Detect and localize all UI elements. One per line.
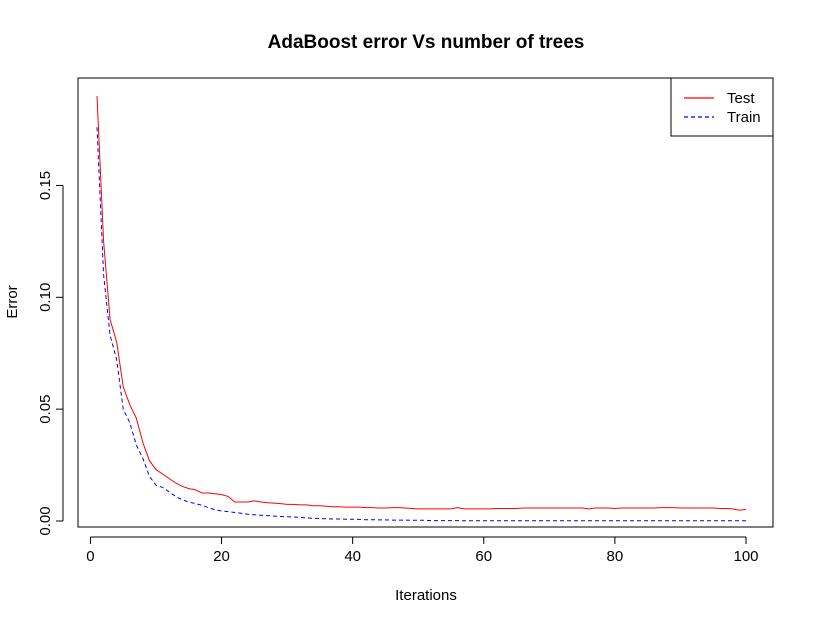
y-tick-label: 0.10 bbox=[37, 283, 54, 312]
legend-label-test: Test bbox=[727, 90, 755, 107]
x-tick-label: 0 bbox=[86, 548, 94, 565]
x-tick-label: 60 bbox=[475, 548, 492, 565]
series-line-test bbox=[96, 95, 747, 511]
y-tick-label: 0.15 bbox=[37, 171, 54, 200]
y-axis-label: Error bbox=[4, 285, 21, 318]
series-line-train bbox=[96, 127, 746, 522]
x-tick-label: 20 bbox=[213, 548, 230, 565]
y-tick-label: 0.00 bbox=[37, 506, 54, 535]
y-axis: 0.00 0.05 0.10 0.15 bbox=[37, 171, 64, 536]
series-layer bbox=[96, 95, 747, 522]
legend: Test Train bbox=[670, 77, 774, 137]
y-tick-label: 0.05 bbox=[37, 395, 54, 424]
plot-frame bbox=[77, 77, 774, 528]
legend-box bbox=[670, 77, 774, 137]
x-axis: 0 20 40 60 80 100 bbox=[86, 536, 759, 565]
x-tick-label: 100 bbox=[733, 548, 758, 565]
chart-title: AdaBoost error Vs number of trees bbox=[268, 32, 585, 53]
x-axis-label: Iterations bbox=[395, 587, 457, 604]
x-tick-label: 80 bbox=[607, 548, 624, 565]
legend-label-train: Train bbox=[727, 109, 761, 126]
x-tick-label: 40 bbox=[344, 548, 361, 565]
